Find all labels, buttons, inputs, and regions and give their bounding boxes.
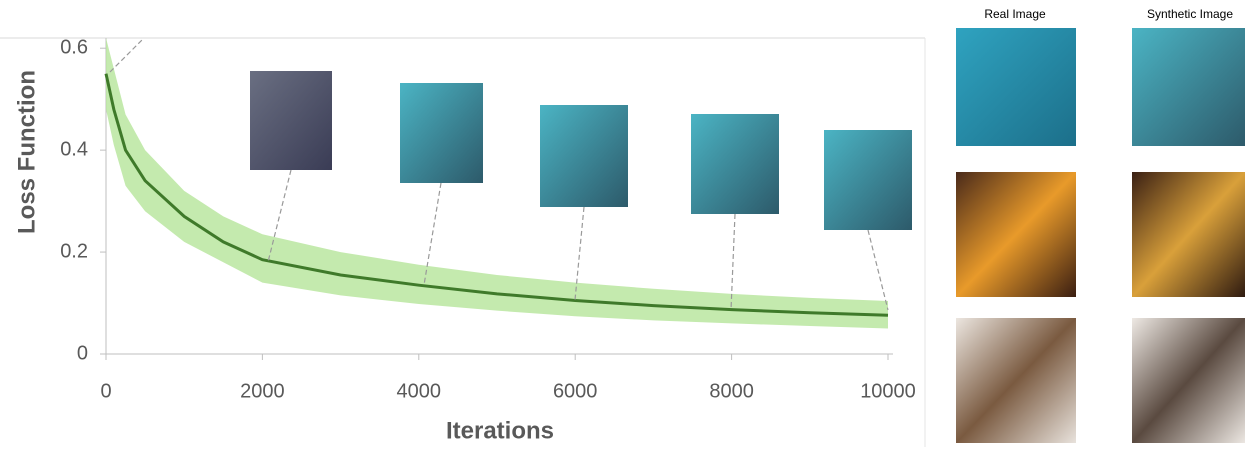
y-axis-title: Loss Function <box>13 70 40 234</box>
x-tick-label: 0 <box>100 380 111 402</box>
synthetic-image <box>1132 318 1245 443</box>
y-tick-label: 0 <box>77 342 88 364</box>
thumbnail <box>824 130 912 230</box>
y-tick-label: 0.6 <box>60 36 88 58</box>
thumbnail <box>691 114 779 214</box>
thumbnail <box>540 105 628 207</box>
real-image <box>956 172 1076 297</box>
figure: 0 0.2 0.4 0.6 0 2000 4000 6000 8000 10000 Iteratio… <box>0 0 1253 447</box>
real-image <box>956 318 1076 443</box>
x-tick-label: 4000 <box>397 380 442 402</box>
column-title: Synthetic Image <box>1147 7 1233 21</box>
synthetic-image <box>1132 172 1245 297</box>
real-image <box>956 28 1076 146</box>
connector <box>868 230 888 310</box>
y-tick-label: 0.2 <box>60 240 88 262</box>
x-axis-title: Iterations <box>446 417 554 444</box>
x-tick-label: 8000 <box>709 380 754 402</box>
x-tick-label: 2000 <box>240 380 285 402</box>
y-tick-label: 0.4 <box>60 138 88 160</box>
thumbnail <box>250 71 332 170</box>
connector <box>110 40 142 72</box>
synthetic-image <box>1132 28 1245 146</box>
thumbnail <box>400 83 483 183</box>
x-tick-label: 6000 <box>553 380 598 402</box>
column-title: Real Image <box>984 7 1046 21</box>
x-tick-label: 10000 <box>860 380 916 402</box>
